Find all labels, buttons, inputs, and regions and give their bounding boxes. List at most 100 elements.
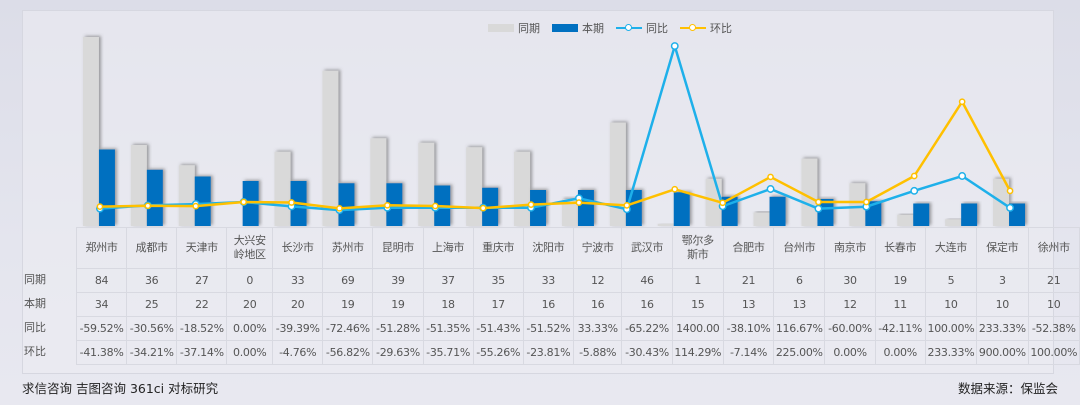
bar-current (338, 183, 355, 226)
line-point-marker-icon (575, 199, 583, 207)
bar-current (961, 203, 978, 226)
table-cell-prior: 84 (75, 268, 128, 293)
line-point-marker-icon (623, 202, 631, 209)
table-cell-prior: 12 (572, 268, 623, 293)
table-cell-prior: 33 (522, 268, 574, 293)
table-cell-current: 19 (372, 292, 424, 317)
line-point-marker-icon (814, 204, 823, 213)
legend-item[interactable]: 同期 (488, 20, 540, 36)
bar-prior (466, 147, 483, 226)
table-cell-prior: 30 (824, 268, 876, 293)
table-cell-yoy: -51.43% (472, 316, 524, 341)
table-row-mom: -41.38% -34.21% -37.14% 0.00% -4.76% -56.82% -… (75, 340, 1080, 365)
row-label-prior: 同期 (24, 273, 46, 286)
table-row-current: 34 25 22 20 20 19 19 18 17 16 16 16 15 13 13 12 11 10 10 10 (75, 292, 1080, 317)
table-cell-city: 昆明市 (372, 227, 424, 269)
table-cell-city: 武汉市 (621, 227, 673, 269)
bar-current (769, 196, 786, 226)
footer-source: 数据来源：保监会 (957, 381, 1058, 396)
table-cell-mom: -55.26% (472, 340, 524, 365)
line-yoy (99, 44, 1011, 212)
bar-prior (897, 214, 914, 226)
table-cell-yoy: -52.38% (1027, 316, 1080, 341)
table-cell-city: 成都市 (126, 227, 178, 269)
table-cell-city: 长沙市 (272, 227, 324, 269)
table-cell-prior: 46 (621, 268, 673, 293)
table-cell-prior: 33 (272, 268, 324, 293)
bar-current (98, 149, 115, 226)
table-cell-yoy: -51.28% (372, 316, 424, 341)
table-cell-mom: 100.00% (1027, 340, 1080, 365)
table-cell-prior: 1 (671, 268, 724, 293)
table-cell-yoy: -38.10% (722, 316, 775, 341)
bar-prior (418, 142, 435, 226)
table-cell-prior: 5 (924, 268, 978, 293)
line-point-marker-icon (958, 98, 966, 106)
data-table: 郑州市 成都市 天津市 大兴安岭地区 长沙市 苏州市 昆明市 上海市 重庆市 沈阳市 宁波市 武汉市鄂… (75, 227, 1080, 365)
line-point-marker-icon (192, 202, 200, 210)
table-cell-mom: -29.63% (372, 340, 424, 365)
bar-prior (370, 138, 387, 226)
table-cell-city: 徐州市 (1027, 227, 1080, 269)
legend-item[interactable]: 同比 (616, 20, 668, 36)
table-cell-city: 台州市 (773, 227, 826, 269)
table-cell-yoy: -60.00% (824, 316, 876, 341)
table-cell-mom: -41.38% (75, 340, 128, 365)
bar-current (146, 169, 163, 226)
table-cell-city: 大兴安岭地区 (226, 227, 274, 269)
bar-prior (561, 199, 578, 226)
table-cell-mom: -56.82% (322, 340, 374, 365)
legend-label: 同比 (646, 22, 668, 35)
line-point-marker-icon (479, 204, 487, 212)
bar-current (913, 203, 930, 226)
bar-current (673, 192, 690, 226)
table-cell-yoy: 1400.00 (671, 316, 724, 341)
row-label-mom: 环比 (24, 345, 46, 358)
legend-line-marker-icon (680, 24, 706, 31)
bar-prior (753, 212, 770, 226)
legend: 同期 本期 同比 环比 (0, 20, 1080, 36)
table-cell-prior: 0 (226, 268, 274, 293)
line-point-marker-icon (670, 42, 679, 50)
line-point-marker-icon (144, 202, 152, 210)
line-point-marker-icon (910, 186, 919, 195)
table-cell-current: 20 (272, 292, 324, 317)
table-cell-yoy: 116.67% (773, 316, 826, 341)
table-cell-current: 10 (1027, 292, 1080, 317)
table-cell-yoy: -18.52% (176, 316, 228, 341)
legend-item[interactable]: 本期 (552, 20, 604, 36)
legend-item[interactable]: 环比 (680, 20, 732, 36)
legend-label: 本期 (582, 22, 604, 35)
table-cell-current: 19 (322, 292, 374, 317)
table-row-prior: 84 36 27 0 33 69 39 37 35 33 12 46 1 21 6 30 19 5 3 21 (75, 268, 1080, 293)
table-cell-prior: 6 (773, 268, 826, 293)
line-point-marker-icon (766, 185, 775, 193)
table-row-labels: 同期 本期 同比 环比 (24, 227, 46, 364)
table-cell-current: 20 (226, 292, 274, 317)
table-cell-current: 22 (176, 292, 228, 317)
table-cell-mom: -5.88% (572, 340, 623, 365)
table-cell-city: 苏州市 (322, 227, 374, 269)
table-cell-mom: 114.29% (671, 340, 724, 365)
table-cell-city: 宁波市 (572, 227, 623, 269)
table-header-row: 郑州市 成都市 天津市 大兴安岭地区 长沙市 苏州市 昆明市 上海市 重庆市 沈阳市 宁波市 武汉市鄂… (75, 227, 1080, 269)
table-cell-prior: 37 (422, 268, 474, 293)
table-cell-yoy: 233.33% (976, 316, 1029, 341)
table-cell-current: 15 (671, 292, 724, 317)
table-cell-current: 16 (572, 292, 623, 317)
table-cell-mom: -30.43% (621, 340, 673, 365)
table-cell-yoy: -65.22% (621, 316, 673, 341)
table-cell-city: 鄂尔多斯市 (671, 227, 724, 269)
table-cell-mom: 225.00% (773, 340, 826, 365)
legend-bar-swatch-icon (488, 24, 514, 32)
table-cell-city: 大连市 (924, 227, 978, 269)
line-point-marker-icon (240, 198, 247, 206)
table-cell-mom: -35.71% (422, 340, 474, 365)
line-point-marker-icon (767, 173, 774, 181)
table-cell-prior: 27 (176, 268, 228, 293)
bar-prior (801, 158, 818, 226)
table-cell-current: 16 (522, 292, 574, 317)
table-cell-prior: 21 (1027, 268, 1080, 293)
table-cell-yoy: 100.00% (924, 316, 978, 341)
line-point-marker-icon (958, 172, 967, 180)
